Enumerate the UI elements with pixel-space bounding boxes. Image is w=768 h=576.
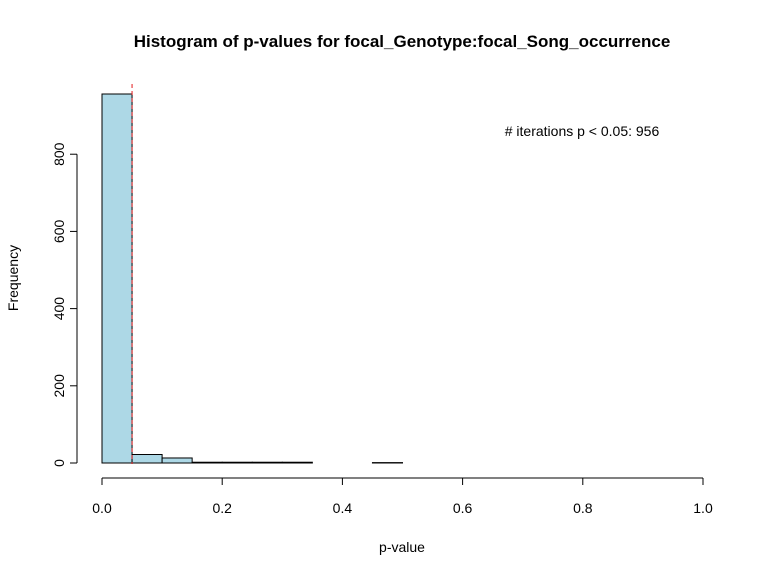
iterations-annotation: # iterations p < 0.05: 956 (505, 123, 660, 139)
y-tick-label: 200 (51, 374, 67, 398)
histogram-bar (131, 454, 163, 464)
histogram-bar (251, 461, 283, 464)
y-tick-label: 400 (51, 297, 67, 321)
x-tick-label: 0.4 (333, 500, 353, 516)
y-axis: 0 200 400 600 800 (51, 142, 78, 467)
x-axis-label: p-value (379, 539, 425, 555)
histogram-bar (101, 93, 133, 464)
x-axis: 0.0 0.2 0.4 0.6 0.8 1.0 (92, 477, 713, 516)
histogram-bar (281, 461, 313, 464)
bars-group (101, 93, 404, 464)
y-tick-label: 600 (51, 220, 67, 244)
y-axis-label: Frequency (5, 245, 21, 311)
x-tick-label: 0.6 (453, 500, 473, 516)
chart-title: Histogram of p-values for focal_Genotype… (134, 32, 671, 51)
x-tick-label: 0.8 (573, 500, 593, 516)
x-tick-label: 1.0 (693, 500, 713, 516)
x-tick-label: 0.2 (212, 500, 232, 516)
histogram-bar (221, 461, 253, 464)
y-tick-label: 0 (51, 459, 67, 467)
x-tick-label: 0.0 (92, 500, 112, 516)
histogram-bar (161, 457, 193, 464)
histogram-bar (191, 461, 223, 464)
y-tick-label: 800 (51, 142, 67, 166)
